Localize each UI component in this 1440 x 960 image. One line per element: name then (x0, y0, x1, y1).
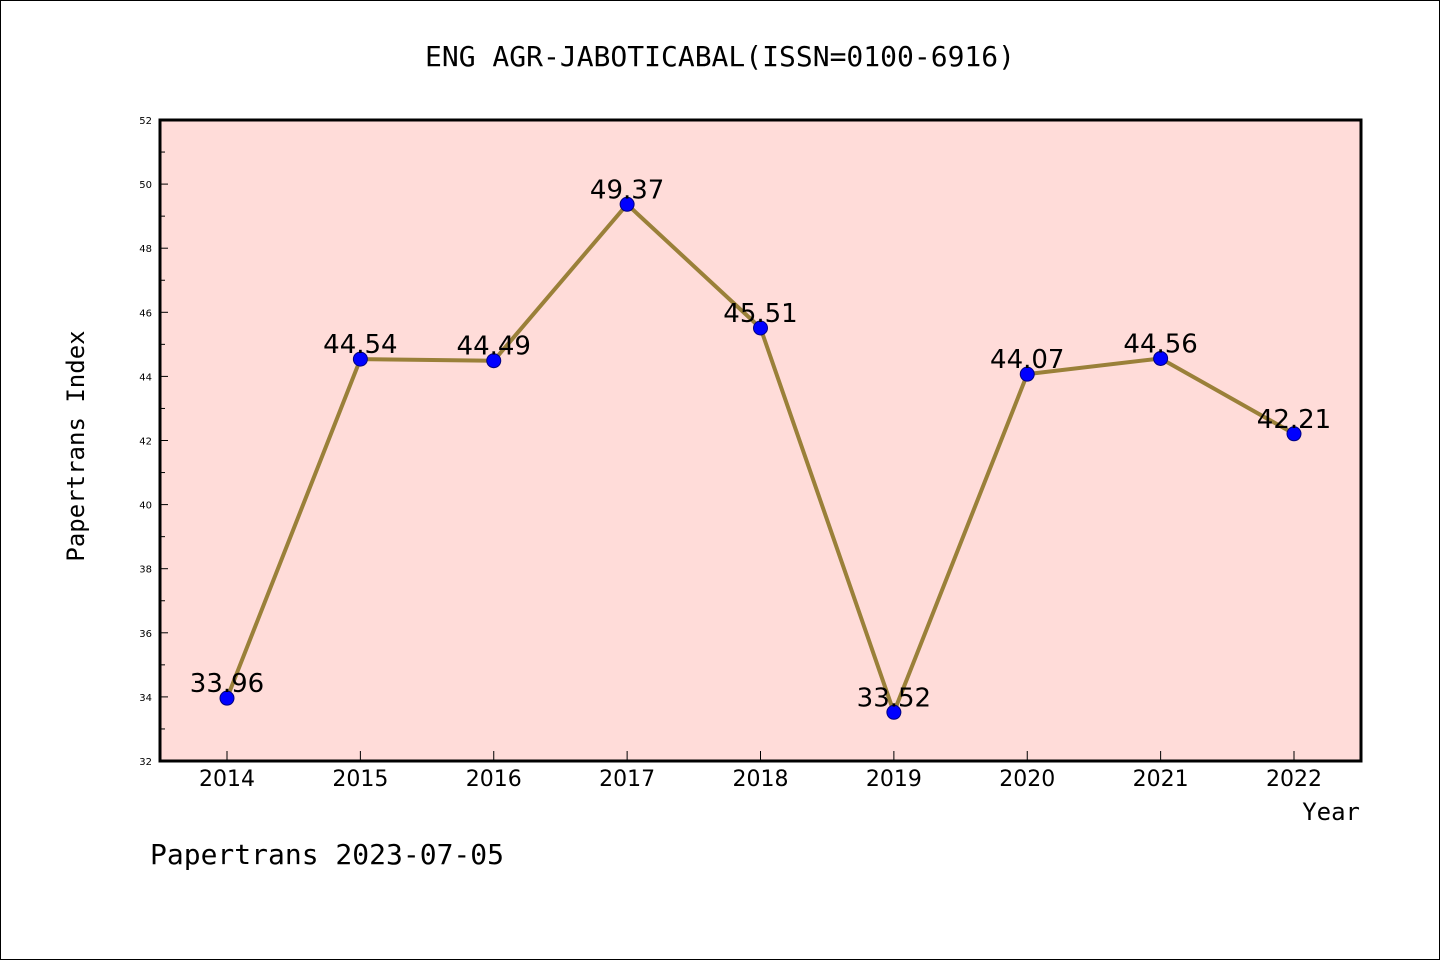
data-point (1019, 366, 1035, 382)
data-points (219, 196, 1302, 720)
y-axis: 32 34 36 38 40 42 44 46 48 50 52 (139, 116, 168, 768)
plot-border (158, 118, 1363, 763)
data-label: 44.49 (457, 332, 531, 362)
y-tick-label: 34 (139, 693, 152, 704)
x-tick-label: 2021 (1133, 767, 1189, 792)
footer-caption: Papertrans 2023-07-05 (150, 838, 504, 871)
y-tick-label: 36 (139, 629, 152, 640)
data-point (1153, 350, 1169, 366)
y-tick-label: 32 (139, 757, 152, 768)
chart-title: ENG AGR-JABOTICABAL(ISSN=0100-6916) (425, 40, 1015, 73)
data-point (219, 690, 235, 706)
y-tick-label: 48 (139, 244, 152, 255)
x-tick-label: 2019 (866, 767, 922, 792)
x-axis: 2014 2015 2016 2017 2018 2019 2020 2021 2022 (199, 751, 1322, 792)
data-label: 33.52 (857, 683, 931, 713)
x-tick-label: 2015 (332, 767, 388, 792)
data-point (352, 351, 368, 367)
x-tick-label: 2018 (733, 767, 789, 792)
data-label: 44.54 (323, 330, 397, 360)
y-tick-label: 46 (139, 308, 152, 319)
y-tick-label: 50 (139, 180, 152, 191)
y-tick-label: 42 (139, 437, 152, 448)
data-point (486, 353, 502, 369)
data-label: 49.37 (590, 175, 664, 205)
data-labels: 33.96 44.54 44.49 49.37 45.51 33.52 44.07 44.56… (190, 175, 1331, 713)
plot-area (160, 120, 1361, 761)
x-tick-label: 2014 (199, 767, 255, 792)
data-label: 44.07 (990, 345, 1064, 375)
data-label: 42.21 (1257, 405, 1331, 435)
y-axis-label: Papertrans Index (62, 330, 90, 561)
data-point (619, 196, 635, 212)
data-label: 33.96 (190, 669, 264, 699)
data-point (886, 704, 902, 720)
data-label: 44.56 (1123, 329, 1197, 359)
y-tick-label: 44 (139, 372, 152, 383)
x-axis-label: Year (1302, 798, 1360, 826)
x-tick-label: 2016 (466, 767, 522, 792)
y-tick-label: 40 (139, 501, 152, 512)
x-tick-label: 2017 (599, 767, 655, 792)
y-tick-label: 52 (139, 116, 152, 127)
x-tick-label: 2020 (999, 767, 1055, 792)
data-point (753, 320, 768, 336)
data-point (1286, 426, 1302, 442)
data-label: 45.51 (723, 299, 797, 329)
x-tick-label: 2022 (1266, 767, 1322, 792)
y-tick-label: 38 (139, 565, 152, 576)
